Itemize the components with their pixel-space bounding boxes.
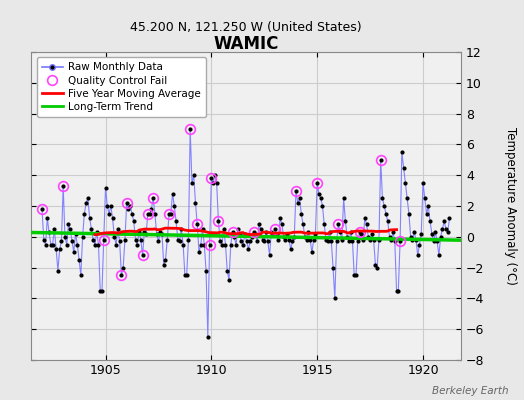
Text: 45.200 N, 121.250 W (United States): 45.200 N, 121.250 W (United States) (130, 20, 362, 34)
Title: WAMIC: WAMIC (214, 35, 279, 53)
Text: Berkeley Earth: Berkeley Earth (432, 386, 508, 396)
Legend: Raw Monthly Data, Quality Control Fail, Five Year Moving Average, Long-Term Tren: Raw Monthly Data, Quality Control Fail, … (37, 57, 206, 117)
Y-axis label: Temperature Anomaly (°C): Temperature Anomaly (°C) (504, 127, 517, 285)
